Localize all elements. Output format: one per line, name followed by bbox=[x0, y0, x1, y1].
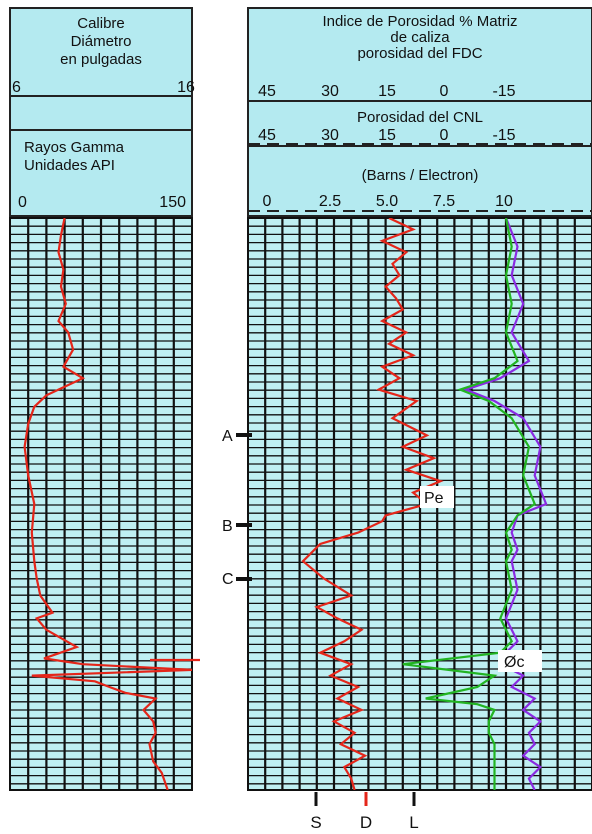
left-track-grid bbox=[9, 217, 193, 791]
depth-markers: A B C bbox=[222, 428, 252, 588]
pe-ticks: 0 2.5 5.0 7.5 10 bbox=[263, 193, 513, 210]
cnl-tick-label: 45 bbox=[258, 127, 276, 144]
fdc-title-line3: porosidad del FDC bbox=[357, 45, 482, 62]
fdc-title-line1: Indice de Porosidad % Matriz bbox=[322, 13, 517, 30]
fdc-tick-label: 0 bbox=[440, 83, 449, 100]
cnl-title: Porosidad del CNL bbox=[357, 109, 483, 126]
pe-tick-label: 10 bbox=[495, 193, 513, 210]
fdc-porosity-curve bbox=[402, 218, 537, 790]
gamma-ray-curve bbox=[23, 218, 192, 790]
right-track-header: Indice de Porosidad % Matriz de caliza p… bbox=[247, 7, 592, 217]
pe-tick-label: 0 bbox=[263, 193, 272, 210]
pe-curve-label: Pe bbox=[424, 490, 444, 507]
cnl-ticks: 45 30 15 0 -15 bbox=[258, 127, 516, 144]
gamma-scale-max: 150 bbox=[159, 194, 186, 211]
cnl-porosity-curve bbox=[462, 218, 548, 790]
gamma-title-line2: Unidades API bbox=[24, 157, 115, 174]
caliper-title-line2: Diámetro bbox=[71, 33, 132, 50]
phic-curve-label: Øc bbox=[504, 654, 524, 671]
pe-tick-label: 5.0 bbox=[376, 193, 398, 210]
fdc-tick-label: 45 bbox=[258, 83, 276, 100]
fdc-tick-label: -15 bbox=[492, 83, 515, 100]
fdc-ticks: 45 30 15 0 -15 bbox=[258, 83, 516, 100]
fdc-tick-label: 15 bbox=[378, 83, 396, 100]
cnl-tick-label: 0 bbox=[440, 127, 449, 144]
gamma-title-line1: Rayos Gamma bbox=[24, 139, 125, 156]
depth-marker-c: C bbox=[222, 571, 234, 588]
gamma-scale-min: 0 bbox=[18, 194, 27, 211]
bottom-markers: S D L bbox=[310, 792, 419, 832]
cnl-tick-label: 15 bbox=[378, 127, 396, 144]
left-track-header: Calibre Diámetro en pulgadas 6 16 Rayos … bbox=[9, 7, 195, 217]
pe-tick-label: 7.5 bbox=[433, 193, 455, 210]
pe-tick-label: 2.5 bbox=[319, 193, 341, 210]
marker-l: L bbox=[409, 813, 418, 832]
caliper-title-line3: en pulgadas bbox=[60, 51, 142, 68]
marker-d: D bbox=[360, 813, 372, 832]
cnl-tick-label: -15 bbox=[492, 127, 515, 144]
pe-title: (Barns / Electron) bbox=[362, 167, 479, 184]
phic-label-bg bbox=[498, 650, 542, 672]
depth-marker-b: B bbox=[222, 518, 233, 535]
caliper-title-line1: Calibre bbox=[77, 15, 125, 32]
caliper-scale-min: 6 bbox=[12, 79, 21, 96]
depth-marker-a: A bbox=[222, 428, 233, 445]
pe-label-bg bbox=[420, 486, 454, 508]
cnl-tick-label: 30 bbox=[321, 127, 339, 144]
caliper-scale-max: 16 bbox=[177, 79, 195, 96]
fdc-tick-label: 30 bbox=[321, 83, 339, 100]
marker-s: S bbox=[310, 813, 321, 832]
fdc-title-line2: de caliza bbox=[390, 29, 450, 46]
